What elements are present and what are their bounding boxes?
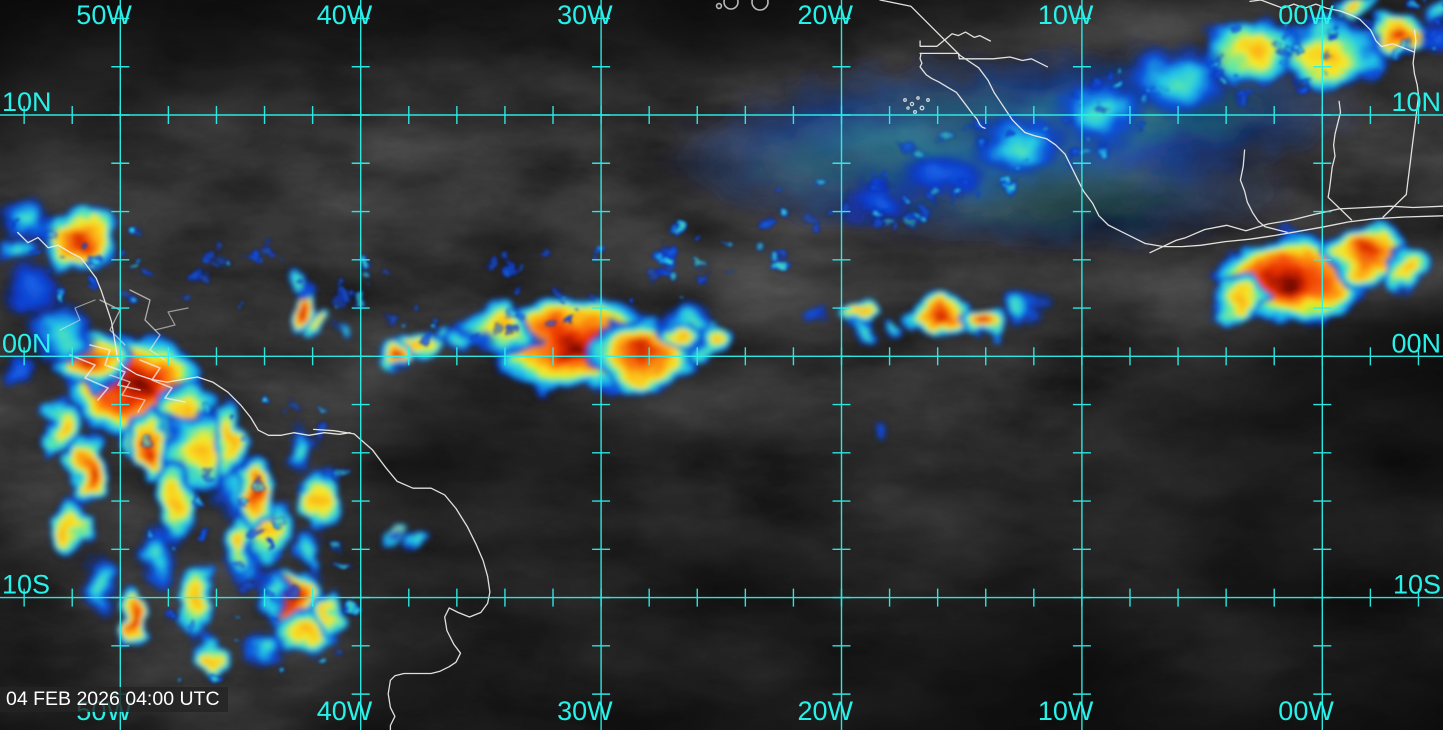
- svg-text:40W: 40W: [317, 696, 373, 726]
- svg-text:40W: 40W: [317, 0, 373, 30]
- svg-text:00W: 00W: [1278, 696, 1334, 726]
- svg-text:30W: 30W: [557, 0, 613, 30]
- svg-text:10W: 10W: [1038, 0, 1094, 30]
- svg-text:20W: 20W: [798, 0, 854, 30]
- svg-text:10S: 10S: [1393, 570, 1441, 600]
- svg-text:10W: 10W: [1038, 696, 1094, 726]
- svg-text:10N: 10N: [1391, 87, 1441, 117]
- svg-text:00W: 00W: [1278, 0, 1334, 30]
- svg-text:10S: 10S: [2, 570, 50, 600]
- svg-text:20W: 20W: [798, 696, 854, 726]
- svg-text:50W: 50W: [76, 0, 132, 30]
- svg-text:30W: 30W: [557, 696, 613, 726]
- svg-text:00N: 00N: [1391, 328, 1441, 358]
- svg-text:10N: 10N: [2, 87, 52, 117]
- svg-text:00N: 00N: [2, 328, 52, 358]
